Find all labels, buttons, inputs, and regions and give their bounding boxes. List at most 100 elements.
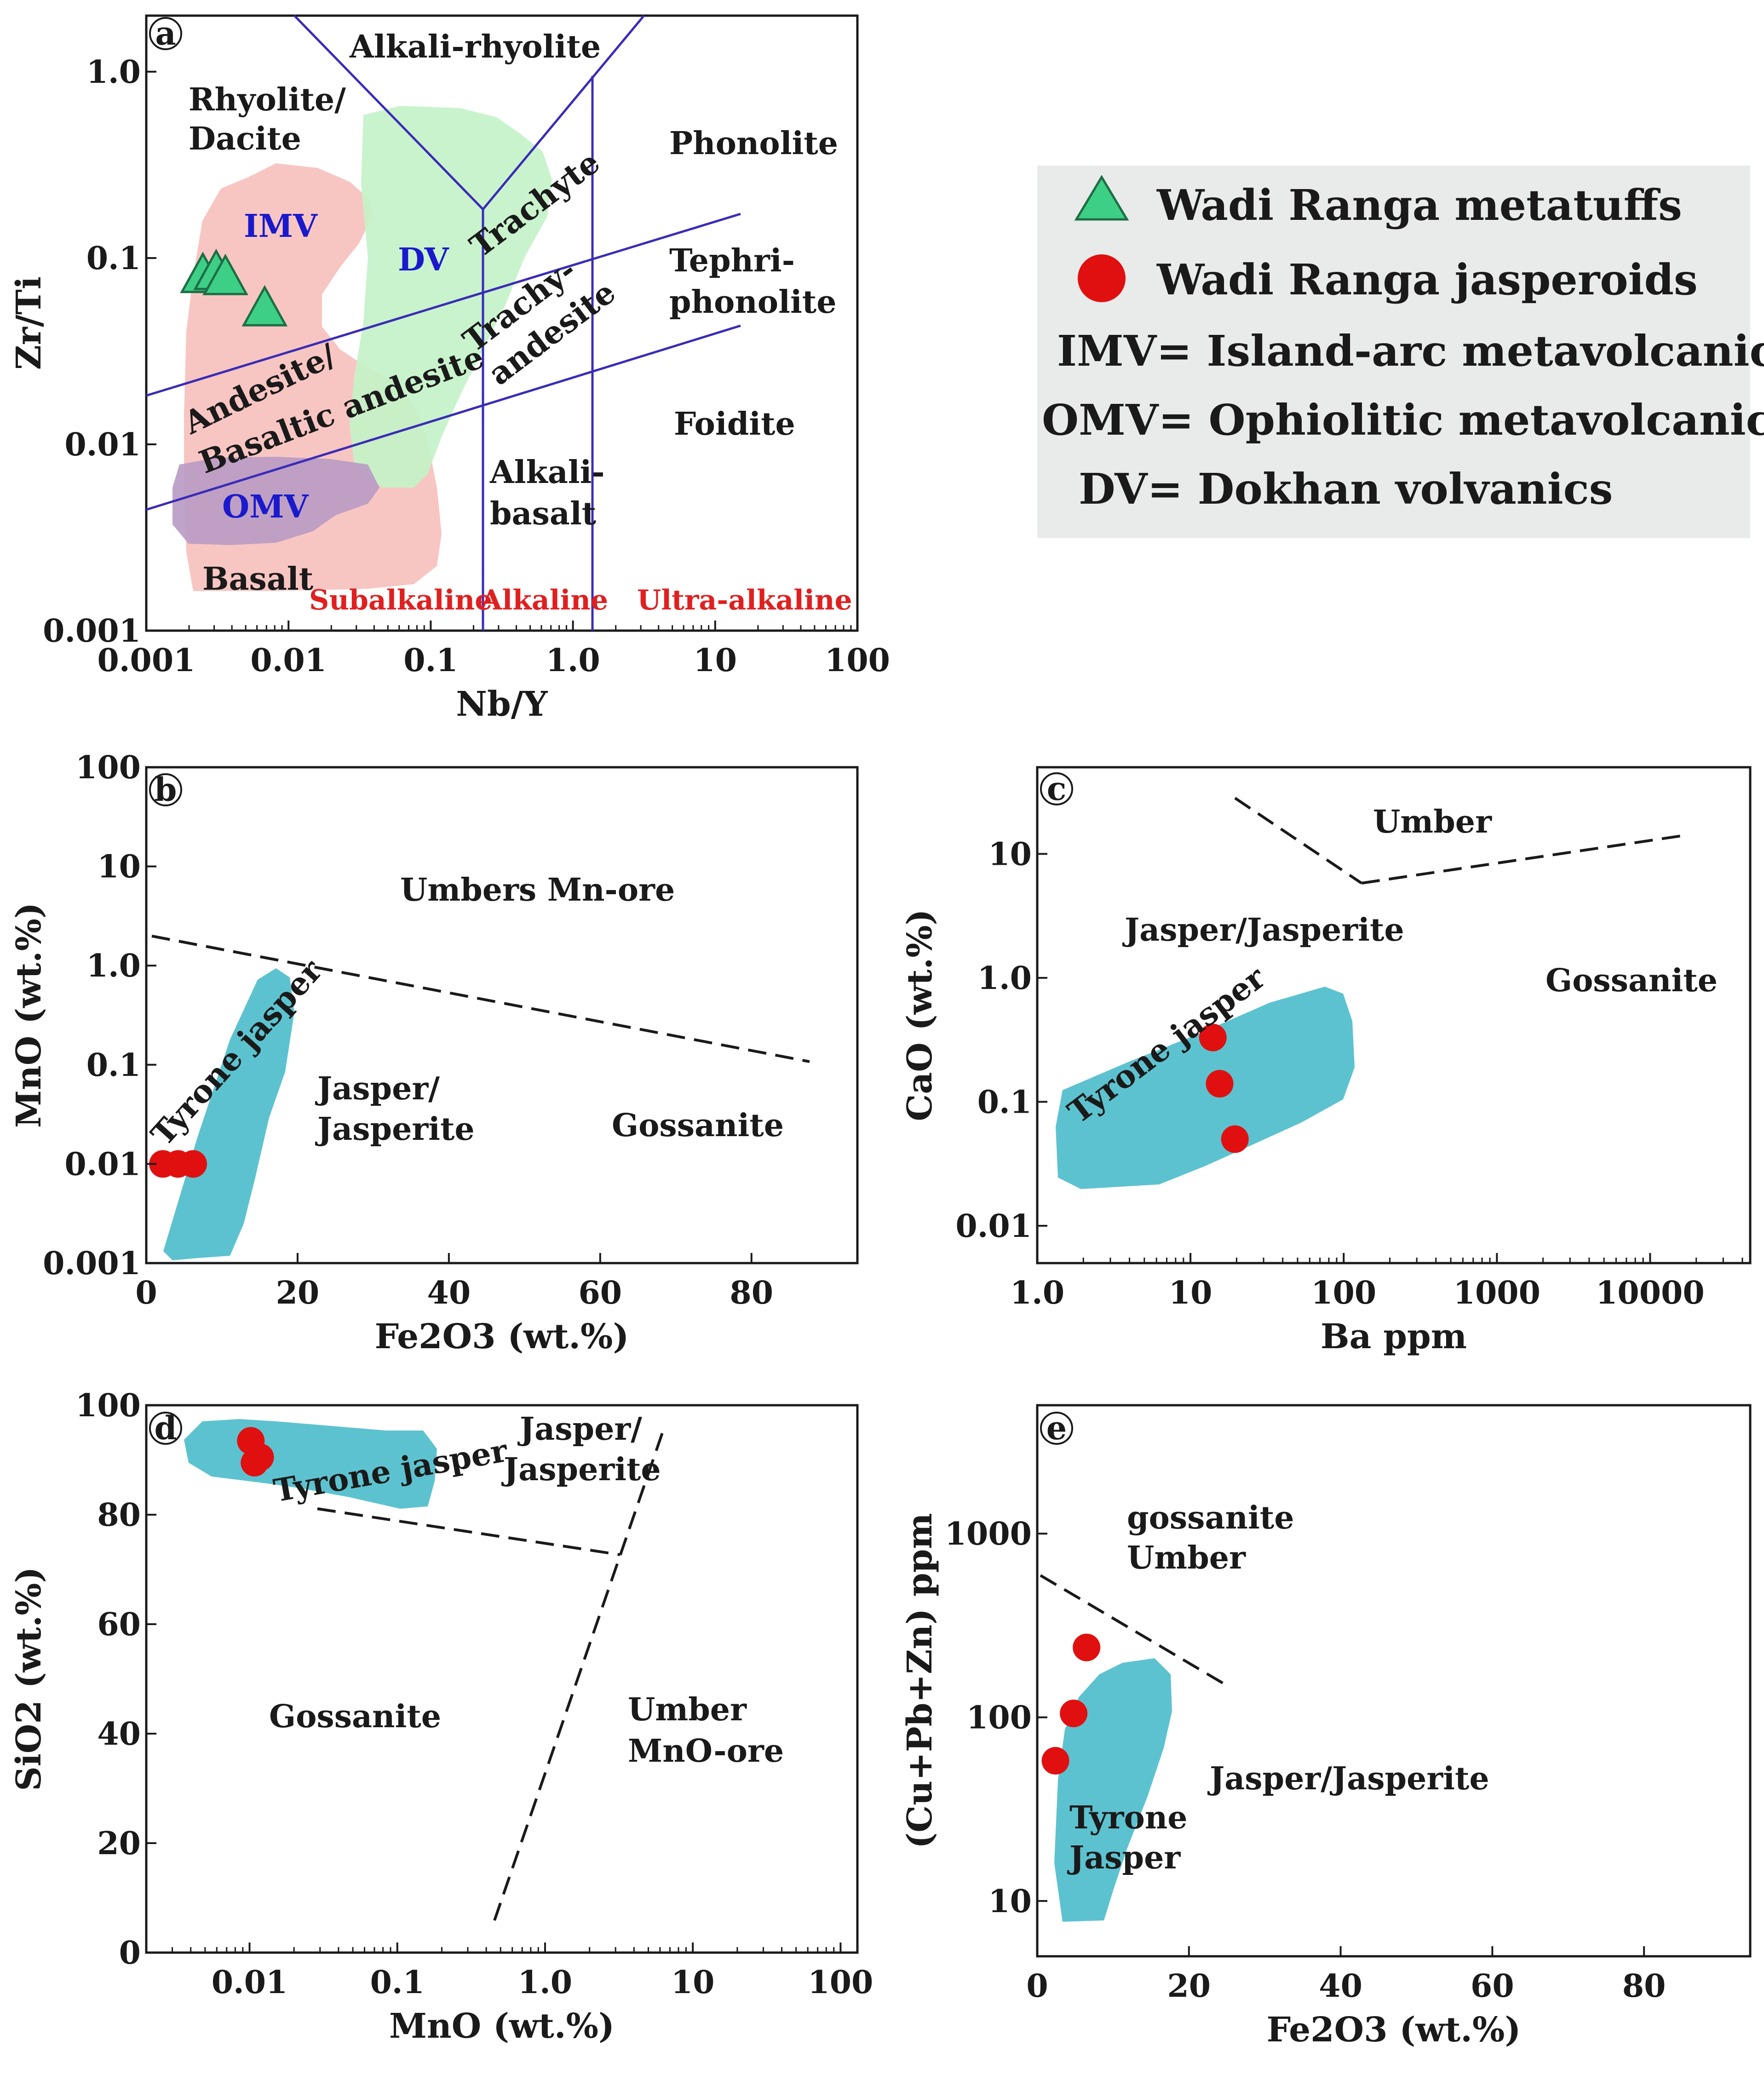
legend-circle-icon (1078, 254, 1126, 302)
x-tick-label: 0.1 (403, 642, 458, 679)
field-label-phonolite2: phonolite (669, 284, 836, 321)
field-label-phonolite: Phonolite (669, 125, 838, 162)
legend-abbr-omv: OMV= Ophiolitic metavolcanics (1042, 395, 1764, 445)
x-tick-label: 0 (1026, 1968, 1048, 2005)
legend-label-jasperoids: Wadi Ranga jasperoids (1156, 255, 1698, 305)
panel-e: 0 20 40 60 80 10 100 1000 Fe2O3 (wt.%) (Cu+Pb+Zn)… (900, 1404, 1752, 2050)
panel-letter-e: e (1046, 1409, 1067, 1447)
x-tick-label: 40 (1319, 1968, 1362, 2005)
plot-frame-e (1036, 1404, 1752, 1958)
panel-letter-circle-e (1040, 1412, 1073, 1445)
field-label-foidite: Foidite (674, 406, 795, 442)
data-point-triangle (202, 253, 248, 295)
y-tick-label: 0 (119, 1935, 141, 1971)
region-gossanite-e: gossanite (1127, 1500, 1294, 1536)
axes-a: 0.001 0.01 0.1 1.0 10 100 0.001 0.01 0.1 1.0 Nb/Y Z… (9, 54, 890, 724)
y-axis-label: Zr/Ti (9, 276, 49, 370)
y-tick-label: 20 (97, 1825, 141, 1862)
x-tick-label: 0.01 (212, 1964, 288, 2001)
region-jasper-d: Jasper/ (517, 1411, 642, 1448)
region-umber-d: Umber (628, 1691, 747, 1728)
divider-d (317, 1432, 664, 1921)
data-point-circle (1041, 1747, 1069, 1775)
panel-letter-a: a (155, 14, 176, 52)
x-tick-label: 100 (1311, 1275, 1376, 1311)
region-umber: Umber (1373, 804, 1492, 840)
overlay-labels-a: IMV DV OMV Subalkaline Alkaline Ultra-al… (222, 208, 852, 616)
region-labels-e: gossanite Umber Jasper/Jasperite Tyrone … (1067, 1500, 1489, 1876)
y-axis-label: MnO (wt.%) (9, 902, 49, 1128)
y-tick-label: 0.1 (86, 240, 141, 277)
panel-letter-circle-a (149, 17, 182, 50)
region-jasperite-d: Jasperite (501, 1451, 661, 1488)
region-jasper-e: Jasper/Jasperite (1207, 1760, 1489, 1797)
data-point-circle (179, 1150, 207, 1178)
x-tick-label: 0.001 (98, 642, 195, 679)
x-tick-label: 10000 (1596, 1275, 1705, 1311)
y-tick-label: 10 (988, 836, 1032, 873)
data-point-circle (1199, 1023, 1227, 1052)
y-tick-label: 100 (75, 1387, 141, 1424)
dv-field (350, 106, 552, 488)
legend-abbr-imv: IMV= Island-arc metavolcanics (1057, 326, 1764, 376)
label-dv: DV (398, 241, 449, 278)
label-alkaline: Alkaline (480, 584, 608, 616)
field-label-alkali: Alkali- (489, 454, 605, 491)
label-omv: OMV (222, 488, 309, 525)
x-tick-label: 40 (427, 1275, 471, 1311)
data-point-circle (1206, 1069, 1234, 1098)
region-jasper-jasperite: Jasper/Jasperite (1122, 912, 1404, 948)
x-tick-label: 0.01 (250, 642, 327, 679)
legend-triangle-icon (1074, 175, 1129, 221)
plot-frame-c (1036, 766, 1752, 1264)
panel-a: 0.001 0.01 0.1 1.0 10 100 0.001 0.01 0.1 1.0 Nb/Y Z… (9, 14, 890, 724)
points-d (237, 1427, 274, 1477)
y-tick-label: 0.01 (64, 1146, 141, 1183)
legend: Wadi Ranga metatuffs Wadi Ranga jasperoi… (1037, 166, 1764, 538)
x-axis-label: Ba ppm (1321, 1317, 1467, 1356)
x-tick-label: 20 (1167, 1968, 1211, 2005)
panel-letter-c: c (1047, 770, 1067, 808)
region-gossanite-d: Gossanite (269, 1698, 441, 1735)
panel-b: 0 20 40 60 80 0.001 0.01 0.1 1.0 10 100 Fe2O3 (wt.%… (9, 749, 859, 1356)
plot-frame-b (145, 766, 859, 1264)
x-tick-label: 20 (276, 1275, 320, 1311)
y-tick-label: 60 (97, 1606, 141, 1643)
y-tick-label: 1.0 (86, 948, 141, 984)
region-mno-ore-d: MnO-ore (628, 1733, 784, 1770)
x-tick-label: 80 (1622, 1968, 1666, 2005)
plot-frame-a (145, 14, 859, 632)
data-point-circle (1221, 1125, 1249, 1153)
region-jasper: Jasper/ (315, 1070, 440, 1107)
x-tick-label: 1.0 (546, 642, 600, 679)
region-labels-d: Jasper/ Jasperite Gossanite Umber MnO-or… (269, 1411, 784, 1770)
region-umbers: Umbers Mn-ore (400, 872, 675, 908)
tyrone-field-e (1054, 1658, 1172, 1922)
x-tick-label: 1.0 (1010, 1275, 1064, 1311)
points-a (180, 248, 288, 327)
panel-letter-b: b (155, 770, 177, 809)
label-ultra-alkaline: Ultra-alkaline (637, 584, 852, 616)
region-umber-e: Umber (1127, 1540, 1246, 1576)
y-tick-label: 80 (97, 1497, 141, 1534)
x-tick-label: 10 (671, 1964, 715, 2001)
legend-abbr-dv: DV= Dokhan volvanics (1079, 464, 1613, 514)
field-lines-a (146, 15, 741, 631)
y-tick-label: 100 (966, 1699, 1032, 1736)
y-axis-label: SiO2 (wt.%) (9, 1567, 49, 1791)
points-b (149, 1150, 207, 1178)
panel-letter-circle-b (149, 773, 182, 806)
tyrone-field-c (1056, 987, 1355, 1189)
tyrone-field-b (163, 968, 294, 1260)
x-tick-label: 60 (578, 1275, 622, 1311)
x-tick-label: 0.1 (370, 1964, 425, 2001)
divider-b (151, 935, 810, 1063)
legend-label-metatuffs: Wadi Ranga metatuffs (1156, 180, 1682, 230)
y-tick-label: 1.0 (977, 960, 1032, 997)
data-point-circle (1073, 1633, 1101, 1661)
x-tick-label: 0 (135, 1275, 157, 1311)
points-e (1041, 1633, 1101, 1775)
y-tick-label: 40 (97, 1716, 141, 1753)
y-tick-label: 100 (75, 749, 141, 786)
